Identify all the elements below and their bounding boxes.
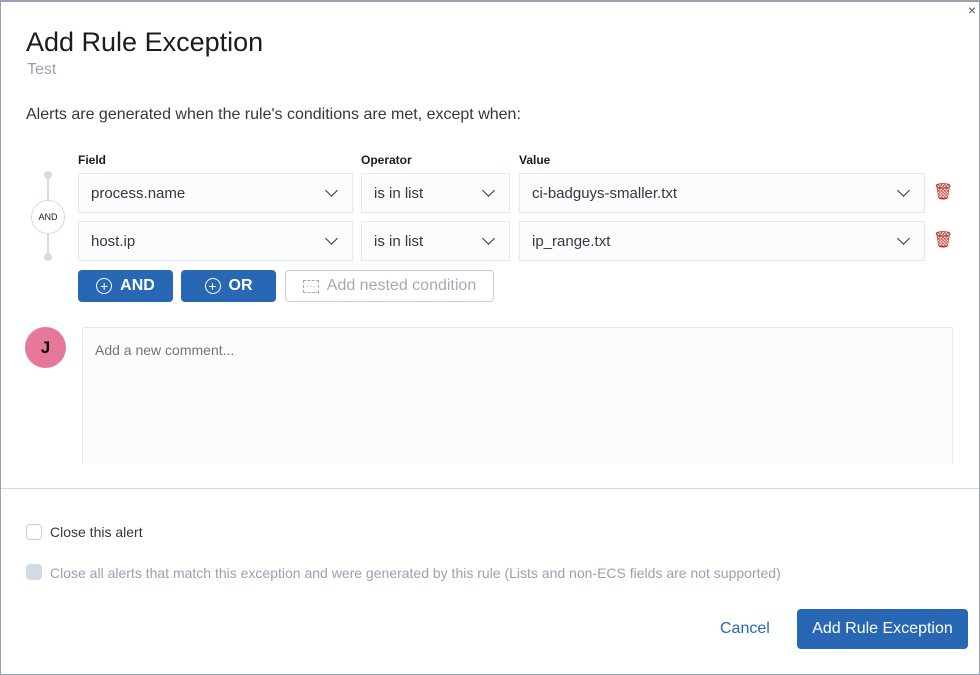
avatar: J [25, 327, 66, 368]
trash-icon[interactable]: 🗑 [933, 184, 954, 201]
comment-input[interactable] [82, 327, 953, 464]
chevron-down-icon [325, 184, 338, 197]
and-label: AND [120, 277, 155, 294]
nested-label: Add nested condition [326, 277, 477, 294]
divider [1, 488, 979, 489]
value-select[interactable]: ip_range.txt [519, 221, 925, 261]
field-value: host.ip [91, 232, 136, 250]
operator-select[interactable]: is in list [361, 173, 510, 213]
operator-select[interactable]: is in list [361, 221, 510, 261]
nested-icon: ··· [302, 279, 319, 293]
plus-circle-icon: + [96, 278, 113, 294]
and-badge: AND [31, 200, 65, 234]
add-nested-condition-button[interactable]: ··· Add nested condition [285, 270, 494, 302]
connector-dot [44, 253, 52, 261]
or-label: OR [228, 277, 253, 294]
list-value: ci-badguys-smaller.txt [532, 184, 678, 202]
chevron-down-icon [897, 232, 910, 245]
add-rule-exception-button[interactable]: Add Rule Exception [797, 609, 968, 649]
description: Alerts are generated when the rule's con… [26, 106, 521, 123]
list-value: ip_range.txt [532, 232, 611, 250]
close-all-label: Close all alerts that match this excepti… [50, 565, 781, 581]
close-all-checkbox[interactable] [26, 564, 42, 580]
operator-value: is in list [374, 232, 424, 250]
connector-dot [44, 171, 52, 179]
chevron-down-icon [325, 232, 338, 245]
chevron-down-icon [482, 184, 495, 197]
chevron-down-icon [482, 232, 495, 245]
value-header: Value [519, 153, 551, 167]
field-header: Field [78, 153, 107, 167]
and-button[interactable]: + AND [78, 270, 173, 302]
chevron-down-icon [897, 184, 910, 197]
plus-circle-icon: + [204, 278, 221, 294]
field-value: process.name [91, 184, 186, 202]
trash-icon[interactable]: 🗑 [933, 232, 954, 249]
operator-value: is in list [374, 184, 424, 202]
close-alert-checkbox[interactable] [26, 524, 42, 540]
or-button[interactable]: + OR [181, 270, 276, 302]
close-alert-label: Close this alert [50, 524, 143, 540]
field-select[interactable]: process.name [78, 173, 353, 213]
rule-name: Test [27, 61, 57, 78]
value-select[interactable]: ci-badguys-smaller.txt [519, 173, 925, 213]
cancel-button[interactable]: Cancel [720, 620, 770, 637]
operator-header: Operator [361, 153, 412, 167]
field-select[interactable]: host.ip [78, 221, 353, 261]
modal-title: Add Rule Exception [26, 27, 264, 57]
close-icon[interactable]: × [967, 2, 976, 18]
